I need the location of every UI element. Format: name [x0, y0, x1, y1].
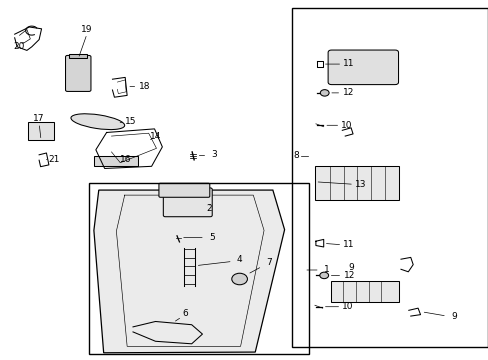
Ellipse shape — [71, 114, 124, 130]
Text: 18: 18 — [138, 82, 150, 91]
Text: 6: 6 — [182, 309, 187, 318]
Text: 5: 5 — [208, 233, 214, 242]
Text: 10: 10 — [341, 121, 352, 130]
Text: 21: 21 — [48, 155, 60, 164]
Circle shape — [319, 272, 328, 279]
Text: 7: 7 — [265, 258, 271, 267]
Text: 2: 2 — [206, 204, 212, 212]
Bar — [89, 183, 308, 354]
Text: 12: 12 — [342, 89, 353, 98]
Bar — [292, 8, 487, 347]
Text: 9: 9 — [347, 263, 353, 272]
Text: 12: 12 — [343, 271, 354, 280]
Text: 8: 8 — [293, 151, 299, 160]
Text: 11: 11 — [343, 240, 354, 249]
Text: 19: 19 — [81, 25, 93, 34]
Bar — [69, 54, 87, 58]
Text: 14: 14 — [149, 132, 161, 141]
Bar — [28, 122, 54, 140]
Text: 9: 9 — [450, 312, 456, 321]
Text: 17: 17 — [33, 114, 45, 123]
FancyBboxPatch shape — [159, 183, 209, 197]
Circle shape — [231, 273, 247, 285]
Text: 15: 15 — [125, 117, 137, 126]
Text: 4: 4 — [236, 255, 242, 264]
Bar — [315, 166, 398, 200]
Text: 13: 13 — [354, 180, 366, 189]
Text: 1: 1 — [323, 266, 329, 275]
Polygon shape — [94, 190, 284, 353]
Text: 16: 16 — [120, 155, 132, 164]
Text: 10: 10 — [342, 302, 353, 311]
Bar — [330, 281, 398, 302]
Circle shape — [320, 90, 328, 96]
FancyBboxPatch shape — [327, 50, 398, 85]
FancyBboxPatch shape — [163, 188, 212, 217]
Text: 11: 11 — [343, 59, 354, 68]
FancyBboxPatch shape — [65, 55, 91, 91]
Text: 3: 3 — [211, 150, 217, 159]
Bar — [94, 156, 138, 166]
Text: 20: 20 — [13, 42, 24, 51]
